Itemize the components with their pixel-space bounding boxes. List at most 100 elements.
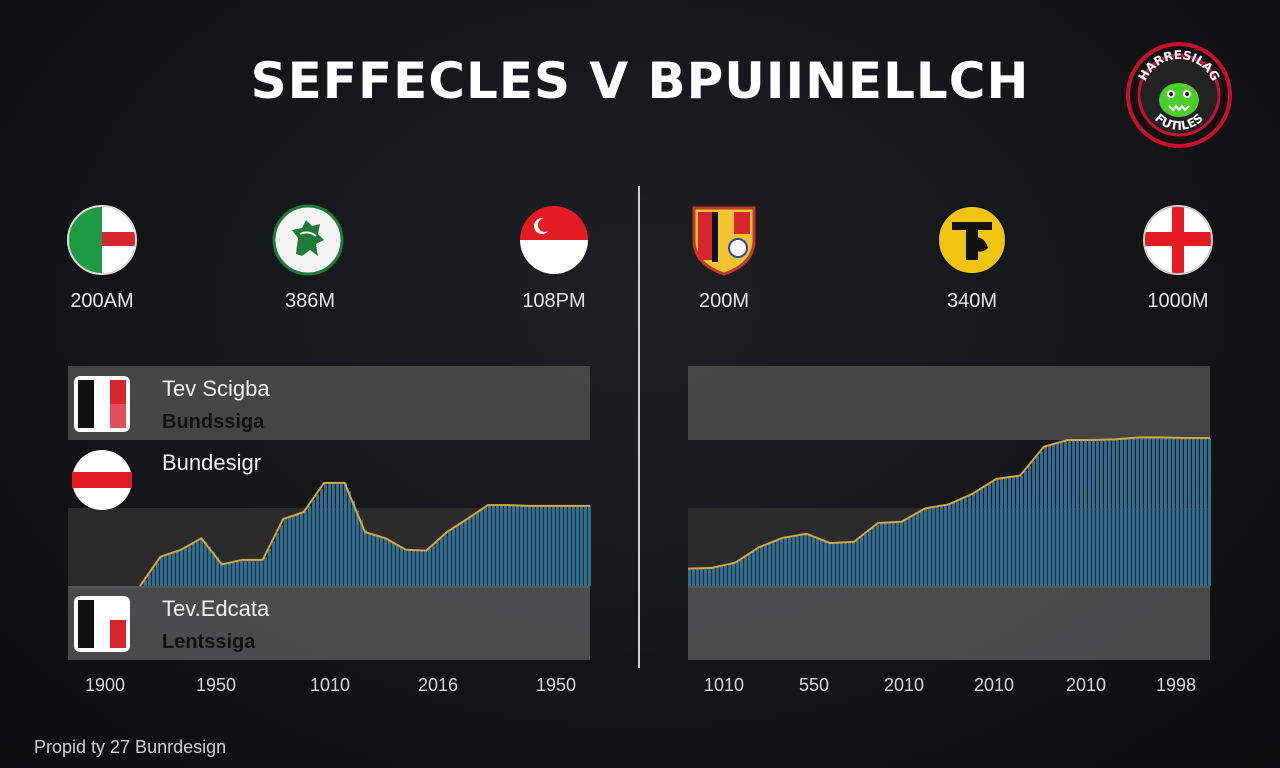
- area-stripe: [796, 535, 799, 586]
- area-stripe: [1104, 439, 1107, 586]
- area-stripe: [788, 536, 791, 586]
- area-stripe: [152, 568, 155, 586]
- crest-value: 108PM: [522, 290, 586, 312]
- area-stripe: [1016, 476, 1019, 586]
- area-stripe: [304, 511, 307, 586]
- area-stripe: [740, 559, 743, 586]
- area-stripe: [852, 541, 855, 586]
- area-stripe: [316, 494, 319, 586]
- area-stripe: [412, 550, 415, 586]
- area-stripe: [284, 518, 287, 586]
- area-stripe: [292, 516, 295, 586]
- area-stripe: [492, 505, 495, 586]
- x-tick-label: 1900: [85, 675, 125, 695]
- area-stripe: [872, 527, 875, 586]
- area-stripe: [1068, 440, 1071, 586]
- area-stripe: [532, 505, 535, 586]
- area-stripe: [1056, 443, 1059, 586]
- area-stripe: [148, 574, 151, 586]
- area-stripe: [988, 484, 991, 586]
- area-stripe: [468, 518, 471, 586]
- area-stripe: [1076, 440, 1079, 586]
- area-stripe: [964, 497, 967, 586]
- area-stripe: [1108, 439, 1111, 586]
- area-stripe: [880, 522, 883, 586]
- area-stripe: [1156, 437, 1159, 586]
- legend-title: Bundesigr: [162, 450, 261, 475]
- area-stripe: [512, 505, 515, 586]
- area-stripe: [856, 540, 859, 586]
- area-stripe: [756, 549, 759, 586]
- area-stripe: [1024, 470, 1027, 586]
- area-stripe: [1000, 478, 1003, 586]
- area-stripe: [1180, 437, 1183, 586]
- area-stripe: [1020, 475, 1023, 586]
- area-stripe: [456, 526, 459, 586]
- area-stripe: [804, 534, 807, 586]
- area-stripe: [164, 555, 167, 586]
- area-stripe: [1064, 441, 1067, 586]
- area-stripe: [260, 559, 263, 586]
- legend-subtitle: Lentssiga: [162, 631, 256, 653]
- area-stripe: [908, 518, 911, 586]
- area-stripe: [384, 537, 387, 586]
- area-stripe: [1120, 438, 1123, 586]
- area-stripe: [1088, 440, 1091, 586]
- area-stripe: [248, 559, 251, 586]
- area-stripe: [280, 525, 283, 586]
- area-stripe: [776, 540, 779, 586]
- area-stripe: [368, 533, 371, 586]
- area-stripe: [1008, 477, 1011, 586]
- area-stripe: [980, 489, 983, 586]
- area-stripe: [708, 568, 711, 586]
- area-stripe: [396, 544, 399, 586]
- area-stripe: [704, 568, 707, 586]
- area-stripe: [976, 491, 979, 586]
- right-chart: 1010 550 2010 2010 2010 1998: [680, 358, 1220, 708]
- area-stripe: [160, 557, 163, 586]
- svg-text:FUTILES: FUTILES: [1152, 111, 1206, 133]
- area-stripe: [928, 507, 931, 586]
- area-stripe: [808, 534, 811, 586]
- area-stripe: [1204, 438, 1207, 586]
- green-red-flag-crest-icon: [66, 204, 138, 276]
- area-stripe: [212, 551, 215, 586]
- legend-band: [68, 586, 590, 660]
- area-stripe: [268, 549, 271, 586]
- area-stripe: [300, 513, 303, 586]
- area-stripe: [236, 561, 239, 586]
- area-stripe: [432, 545, 435, 586]
- area-stripe: [948, 504, 951, 586]
- area-stripe: [864, 533, 867, 586]
- crest-value: 200AM: [70, 290, 134, 312]
- area-stripe: [444, 534, 447, 586]
- area-stripe: [1004, 477, 1007, 586]
- area-stripe: [1184, 437, 1187, 586]
- area-stripe: [1096, 439, 1099, 586]
- area-stripe: [452, 528, 455, 586]
- area-stripe: [224, 563, 227, 586]
- page-title: SEFFECLES V BPUIINELLCH: [250, 52, 1030, 110]
- area-stripe: [588, 505, 591, 586]
- area-stripe: [768, 543, 771, 586]
- area-stripe: [736, 562, 739, 586]
- area-stripe: [144, 580, 147, 586]
- area-stripe: [424, 550, 427, 586]
- area-stripe: [516, 505, 519, 586]
- area-stripe: [540, 505, 543, 586]
- x-tick-label: 1010: [310, 675, 350, 695]
- area-stripe: [916, 513, 919, 586]
- area-stripe: [784, 537, 787, 586]
- monster-badge-icon: HARRESILAG FUTILES: [1126, 42, 1232, 148]
- area-stripe: [688, 568, 691, 586]
- area-stripe: [400, 546, 403, 586]
- area-stripe: [724, 565, 727, 586]
- area-stripe: [840, 542, 843, 586]
- area-stripe: [712, 567, 715, 586]
- area-stripe: [576, 505, 579, 586]
- area-stripe: [1136, 437, 1139, 586]
- area-stripe: [568, 505, 571, 586]
- area-stripe: [1060, 442, 1063, 586]
- red-white-crescent-crest-icon: [518, 204, 590, 276]
- area-stripe: [580, 505, 583, 586]
